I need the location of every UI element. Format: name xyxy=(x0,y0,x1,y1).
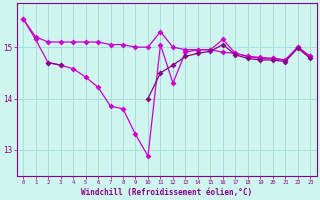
X-axis label: Windchill (Refroidissement éolien,°C): Windchill (Refroidissement éolien,°C) xyxy=(81,188,252,197)
